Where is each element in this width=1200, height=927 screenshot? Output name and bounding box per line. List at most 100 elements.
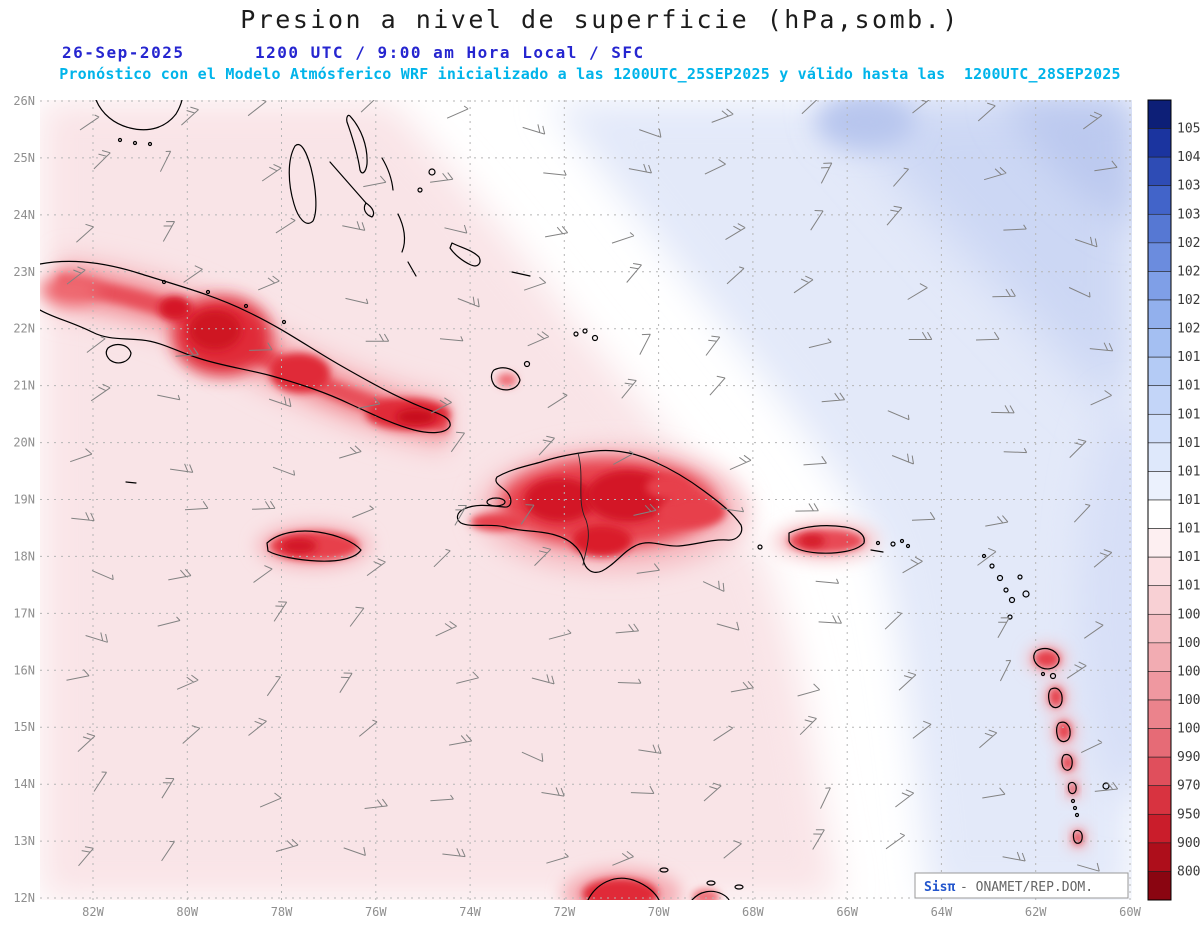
watermark-text: - ONAMET/REP.DOM. — [960, 880, 1093, 895]
valid-date-label: 26-Sep-2025 — [62, 43, 184, 62]
colorbar-level-label: 1040 — [1177, 150, 1200, 165]
colorbar-level-label: 1013 — [1177, 522, 1200, 537]
forecast-info-line: Pronóstico con el Modelo Atmósferico WRF… — [59, 65, 1121, 83]
puerto-rico-coastline — [788, 525, 865, 554]
jamaica-coastline — [266, 530, 362, 562]
axis-labels: 26N 25N 24N 23N 22N 21N 20N 19N 18N 17N 16N 15N 14N 1… — [13, 94, 1141, 919]
colorbar-segment — [1147, 242, 1172, 272]
gridline-set — [40, 100, 1132, 900]
colorbar-level-label: 1025 — [1177, 264, 1200, 279]
lon-tick-label: 64W — [931, 905, 953, 919]
colorbar-level-label: 1016 — [1177, 436, 1200, 451]
colorbar-segment — [1147, 442, 1172, 472]
colorbar-level-label: 1015 — [1177, 464, 1200, 479]
barbuda-island — [1017, 574, 1023, 580]
crooked-acklins-coastline — [449, 242, 481, 267]
colorbar-segment — [1147, 728, 1172, 758]
lat-tick-label: 13N — [13, 834, 35, 848]
colorbar-level-label: 1008 — [1177, 607, 1200, 622]
colorbar-level-label: 1019 — [1177, 350, 1200, 365]
colorbar-segment — [1147, 271, 1172, 301]
colorbar-level-label: 970 — [1177, 779, 1200, 794]
pressure-colorbar: 1050 1040 1035 1030 1028 1025 1022 1020 1019 1018… — [1147, 99, 1200, 901]
grenadines-island — [1070, 798, 1076, 804]
florida-keys-island — [147, 141, 153, 147]
exuma-chain-coastline — [329, 161, 367, 204]
colorbar-segment — [1147, 785, 1172, 815]
lon-tick-label: 80W — [176, 905, 198, 919]
colorbar-segment — [1147, 585, 1172, 615]
mona-island — [757, 544, 763, 550]
colorbar-level-label: 990 — [1177, 750, 1200, 765]
colorbar-frame — [1147, 99, 1172, 901]
chart-title: Presion a nivel de superficie (hPa,somb.… — [240, 5, 960, 34]
wind-barb-set — [66, 100, 1119, 872]
colorbar-level-label: 800 — [1177, 864, 1200, 879]
colorbar-segment — [1147, 328, 1172, 358]
andros-coastline — [288, 144, 317, 224]
gonave-island — [486, 497, 506, 507]
lon-tick-label: 74W — [459, 905, 481, 919]
aruba-island — [659, 867, 669, 873]
lat-tick-label: 24N — [13, 208, 35, 222]
st-martin-island — [989, 563, 995, 569]
lat-tick-label: 23N — [13, 265, 35, 279]
lon-tick-label: 72W — [554, 905, 576, 919]
colorbar-segment — [1147, 613, 1172, 644]
lon-tick-label: 76W — [365, 905, 387, 919]
cuba-cay — [205, 289, 211, 295]
colorbar-segment — [1147, 528, 1172, 558]
colorbar-segment — [1147, 99, 1172, 129]
colorbar-level-label: 1000 — [1177, 722, 1200, 737]
colorbar-level-label: 1002 — [1177, 693, 1200, 708]
watermark-brand: Sisπ — [924, 880, 955, 895]
bonaire-island — [734, 884, 744, 890]
valid-time-label: 1200 UTC / 9:00 am Hora Local / SFC — [255, 43, 645, 62]
cuba-coastline — [40, 260, 451, 434]
curacao-island — [706, 880, 716, 886]
colorbar-segment — [1147, 842, 1172, 872]
virgin-island — [899, 538, 905, 544]
florida-coastline — [95, 100, 183, 131]
colorbar-segment — [1147, 128, 1172, 158]
lat-tick-label: 14N — [13, 777, 35, 791]
marie-galante-island — [1049, 672, 1057, 680]
haiti-dr-border — [577, 452, 589, 566]
lat-tick-label: 19N — [13, 493, 35, 507]
nevis-island — [1008, 596, 1016, 604]
great-inagua-coastline — [490, 367, 521, 391]
colorbar-level-label: 1006 — [1177, 636, 1200, 651]
coastlines — [40, 100, 1110, 900]
turks-caicos-island — [573, 331, 579, 337]
lat-tick-label: 25N — [13, 151, 35, 165]
colorbar-segment — [1147, 185, 1172, 215]
isla-juventud-coastline — [105, 343, 132, 364]
lon-tick-label: 60W — [1119, 905, 1141, 919]
guadeloupe-coastline — [1033, 648, 1060, 670]
grenadines-island — [1074, 812, 1080, 818]
st-kitts-island — [1003, 587, 1009, 593]
lat-tick-label: 21N — [13, 379, 35, 393]
wind-barbs — [66, 100, 1119, 872]
little-inagua-island — [523, 360, 531, 368]
martinique-coastline — [1056, 721, 1071, 743]
colorbar-level-label: 1020 — [1177, 322, 1200, 337]
lat-tick-label: 26N — [13, 94, 35, 108]
colorbar-level-label: 1004 — [1177, 664, 1200, 679]
south-america-coastline — [691, 890, 730, 900]
vieques-island — [870, 549, 884, 553]
colorbar-segment — [1147, 813, 1172, 844]
colorbar-segment — [1147, 871, 1172, 901]
turks-caicos-island — [591, 334, 599, 342]
long-island-coastline — [397, 213, 406, 253]
colorbar-level-label: 1050 — [1177, 122, 1200, 137]
virgin-island — [890, 541, 896, 547]
colorbar-level-label: 1030 — [1177, 207, 1200, 222]
colorbar-segment — [1147, 499, 1172, 529]
graticule-gridlines — [40, 100, 1132, 900]
watermark-box: Sisπ - ONAMET/REP.DOM. — [914, 872, 1129, 899]
lat-tick-label: 15N — [13, 720, 35, 734]
lon-tick-label: 62W — [1025, 905, 1047, 919]
colorbar-level-label: 1012 — [1177, 550, 1200, 565]
